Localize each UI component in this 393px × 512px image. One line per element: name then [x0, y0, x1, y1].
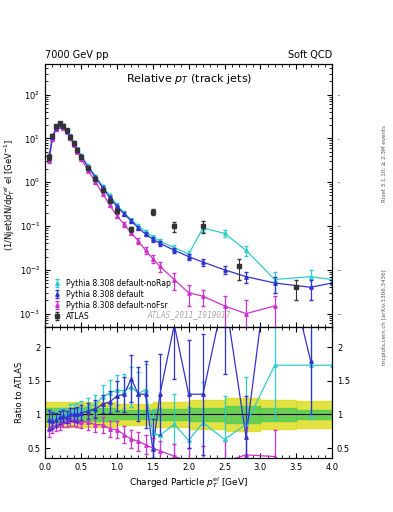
Text: Soft QCD: Soft QCD — [288, 50, 332, 60]
Legend: Pythia 8.308 default-noRap, Pythia 8.308 default, Pythia 8.308 default-noFsr, AT: Pythia 8.308 default-noRap, Pythia 8.308… — [49, 276, 173, 323]
X-axis label: Charged Particle $p^{el}_{T}$ [GeV]: Charged Particle $p^{el}_{T}$ [GeV] — [129, 475, 248, 490]
Text: 7000 GeV pp: 7000 GeV pp — [45, 50, 109, 60]
Text: Rivet 3.1.10; ≥ 2.3M events: Rivet 3.1.10; ≥ 2.3M events — [382, 125, 387, 202]
Text: ATLAS_2011_I919017: ATLAS_2011_I919017 — [147, 310, 230, 319]
Text: mcplots.cern.ch [arXiv:1306.3436]: mcplots.cern.ch [arXiv:1306.3436] — [382, 270, 387, 365]
Y-axis label: (1/Njet)dN/dp$^{rel}_{T}$ el [GeV$^{-1}$]: (1/Njet)dN/dp$^{rel}_{T}$ el [GeV$^{-1}$… — [2, 140, 17, 251]
Y-axis label: Ratio to ATLAS: Ratio to ATLAS — [15, 362, 24, 423]
Text: Relative $p_T$ (track jets): Relative $p_T$ (track jets) — [125, 72, 252, 86]
